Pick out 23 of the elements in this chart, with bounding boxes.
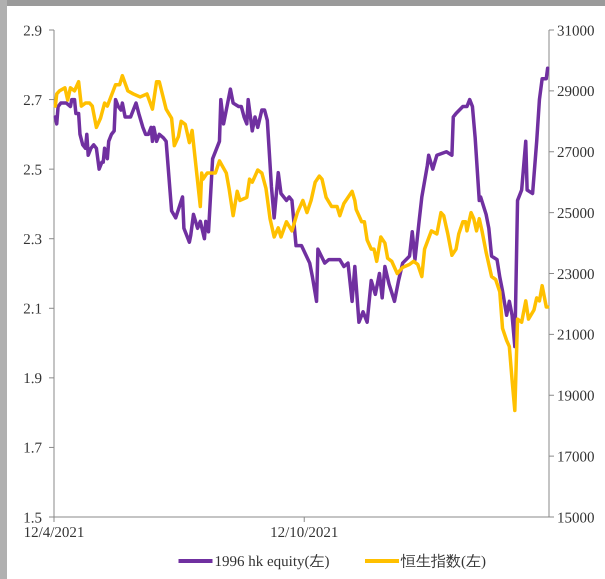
y2-tick-label: 25000 (557, 206, 594, 222)
y-tick-label: 2.7 (23, 92, 42, 109)
x-tick-label: 12/10/2021 (270, 525, 338, 541)
y2-tick-label: 23000 (557, 266, 594, 283)
y-tick-label: 2.5 (23, 162, 42, 178)
line-series (54, 66, 550, 348)
y2-tick-label: 21000 (557, 328, 594, 344)
y2-tick-label: 15000 (557, 510, 594, 526)
y2-tick-label: 29000 (557, 84, 594, 100)
y2-tick-label: 31000 (557, 23, 594, 40)
legend-label: 恒生指数(左) (400, 553, 486, 570)
y-tick-label: 2.3 (23, 232, 42, 248)
line-series (54, 74, 550, 412)
y-tick-label: 1.9 (23, 371, 42, 388)
y-tick-label: 2.9 (23, 23, 42, 40)
y-tick-label: 2.1 (23, 302, 42, 318)
legend-label: 1996 hk equity(左) (214, 553, 330, 570)
y2-tick-label: 17000 (557, 449, 594, 466)
y2-tick-label: 27000 (557, 145, 594, 161)
y-tick-label: 1.7 (23, 440, 42, 457)
x-tick-label: 12/4/2021 (24, 525, 84, 541)
y2-tick-label: 19000 (557, 388, 594, 404)
y-tick-label: 1.5 (23, 510, 42, 526)
